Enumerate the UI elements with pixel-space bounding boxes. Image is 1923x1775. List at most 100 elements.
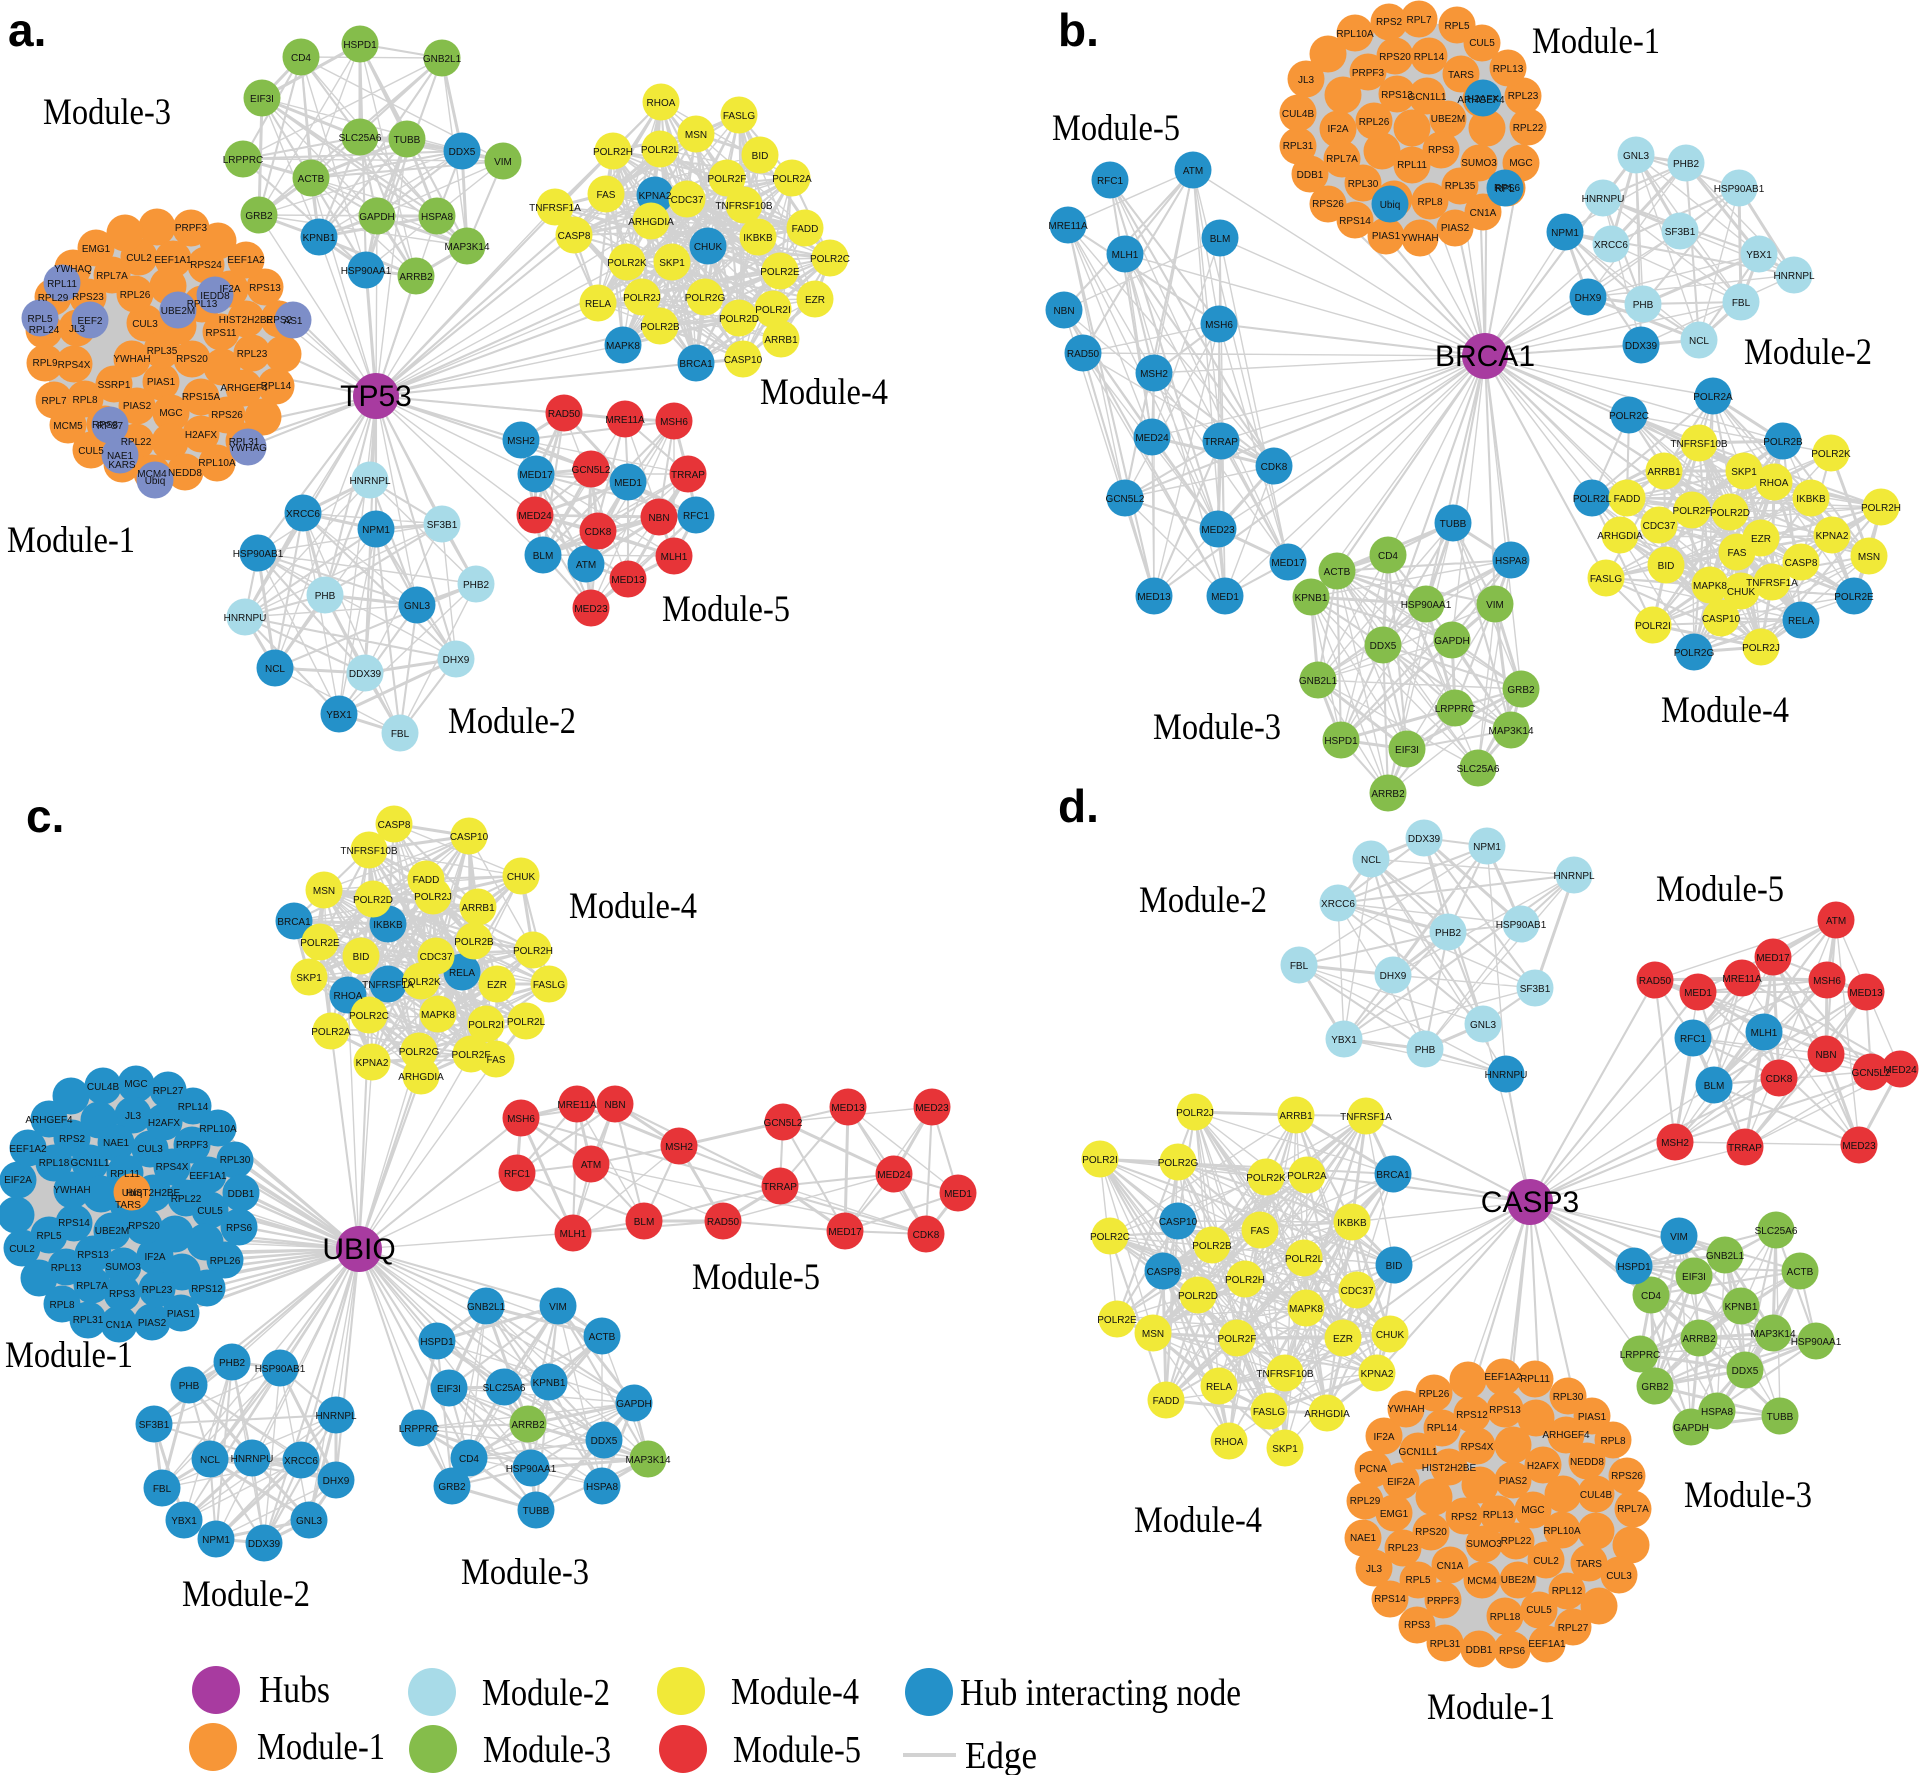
- svg-text:POLR2B: POLR2B: [1192, 1241, 1232, 1252]
- svg-text:RPL7A: RPL7A: [1617, 1504, 1649, 1515]
- svg-text:FAS: FAS: [487, 1055, 506, 1066]
- svg-text:BRCA1: BRCA1: [277, 917, 311, 928]
- svg-text:GRB2: GRB2: [1507, 685, 1535, 696]
- svg-text:RELA: RELA: [449, 968, 475, 979]
- svg-text:EEF1A1: EEF1A1: [1528, 1639, 1566, 1650]
- svg-text:FBL: FBL: [391, 729, 410, 740]
- svg-text:DDB1: DDB1: [228, 1189, 255, 1200]
- svg-text:RPL7: RPL7: [1406, 15, 1431, 26]
- svg-text:EIF3I: EIF3I: [1395, 745, 1419, 756]
- svg-text:TNFRSF10B: TNFRSF10B: [1670, 439, 1728, 450]
- svg-text:PHB: PHB: [315, 591, 336, 602]
- svg-text:KPNA2: KPNA2: [1361, 1369, 1394, 1380]
- svg-text:MRE11A: MRE11A: [1722, 974, 1762, 985]
- svg-text:GAPDH: GAPDH: [616, 1399, 652, 1410]
- svg-text:BRCA1: BRCA1: [679, 359, 713, 370]
- svg-text:UBE2M: UBE2M: [1431, 114, 1465, 125]
- svg-text:RFC1: RFC1: [1680, 1034, 1707, 1045]
- svg-text:TRRAP: TRRAP: [1728, 1143, 1762, 1154]
- svg-text:SF3B1: SF3B1: [1520, 984, 1551, 995]
- svg-text:NPM1: NPM1: [202, 1535, 230, 1546]
- svg-text:POLR2L: POLR2L: [1285, 1254, 1324, 1265]
- svg-text:POLR2J: POLR2J: [623, 293, 661, 304]
- svg-text:YWHAH: YWHAH: [53, 1185, 90, 1196]
- svg-text:TUBB: TUBB: [523, 1506, 550, 1517]
- svg-text:BLM: BLM: [634, 1217, 655, 1228]
- svg-text:CD4: CD4: [291, 53, 311, 64]
- svg-text:XRCC6: XRCC6: [284, 1456, 318, 1467]
- svg-text:SSRP1: SSRP1: [98, 380, 131, 391]
- svg-text:CUL3: CUL3: [1606, 1571, 1632, 1582]
- svg-text:RPS2: RPS2: [1376, 17, 1403, 28]
- svg-text:Module-2: Module-2: [182, 1574, 310, 1615]
- svg-text:RPL13: RPL13: [1483, 1510, 1514, 1521]
- svg-text:MED23: MED23: [574, 604, 608, 615]
- svg-text:RPL26: RPL26: [210, 1256, 241, 1267]
- svg-text:KPNB1: KPNB1: [533, 1378, 566, 1389]
- svg-text:YWHAG: YWHAG: [229, 443, 267, 454]
- svg-text:H2AFX: H2AFX: [1467, 94, 1500, 105]
- svg-text:FASLG: FASLG: [1590, 574, 1622, 585]
- svg-text:RPL27: RPL27: [153, 1086, 184, 1097]
- svg-text:FADD: FADD: [1153, 1396, 1180, 1407]
- svg-text:NCL: NCL: [265, 664, 285, 675]
- svg-text:Hub interacting node: Hub interacting node: [960, 1672, 1241, 1714]
- svg-text:POLR2F: POLR2F: [1673, 506, 1712, 517]
- svg-text:FBL: FBL: [153, 1484, 172, 1495]
- svg-text:IF2A: IF2A: [219, 284, 240, 295]
- svg-text:POLR2B: POLR2B: [640, 322, 680, 333]
- svg-text:POLR2G: POLR2G: [1674, 648, 1715, 659]
- svg-text:DHX9: DHX9: [323, 1476, 350, 1487]
- svg-text:CUL4B: CUL4B: [87, 1082, 120, 1093]
- svg-text:ARHGDIA: ARHGDIA: [1597, 531, 1643, 542]
- svg-text:DDX39: DDX39: [248, 1539, 281, 1550]
- svg-text:NBN: NBN: [648, 513, 669, 524]
- svg-text:RPL11: RPL11: [1397, 160, 1427, 171]
- svg-text:MED1: MED1: [614, 478, 642, 489]
- svg-text:GRB2: GRB2: [438, 1482, 466, 1493]
- svg-text:POLR2B: POLR2B: [454, 937, 494, 948]
- svg-text:FADD: FADD: [1614, 494, 1641, 505]
- svg-text:ARRB1: ARRB1: [1647, 467, 1681, 478]
- svg-text:CUL4B: CUL4B: [1580, 1490, 1613, 1501]
- svg-text:RPS6: RPS6: [1499, 1646, 1526, 1657]
- svg-text:MGC: MGC: [1509, 158, 1532, 169]
- svg-text:GCN5L2: GCN5L2: [572, 465, 611, 476]
- svg-text:SUMO3: SUMO3: [105, 1262, 141, 1273]
- svg-text:RPL9: RPL9: [32, 358, 57, 369]
- svg-text:HSP90AB1: HSP90AB1: [1496, 920, 1547, 931]
- svg-text:EMG1: EMG1: [82, 244, 111, 255]
- svg-text:RPS12: RPS12: [191, 1284, 223, 1295]
- svg-text:POLR2A: POLR2A: [311, 1027, 351, 1038]
- svg-text:NCL: NCL: [1689, 336, 1709, 347]
- svg-text:ACTB: ACTB: [1787, 1267, 1814, 1278]
- svg-text:EEF2: EEF2: [77, 316, 102, 327]
- svg-text:MAPK8: MAPK8: [421, 1010, 455, 1021]
- svg-text:RPL31: RPL31: [229, 437, 260, 448]
- svg-text:NEDD8: NEDD8: [1570, 1457, 1604, 1468]
- svg-text:CASP10: CASP10: [724, 355, 763, 366]
- svg-text:SLC25A6: SLC25A6: [339, 133, 382, 144]
- svg-text:HNRNPU: HNRNPU: [231, 1454, 274, 1465]
- svg-text:POLR2G: POLR2G: [685, 293, 726, 304]
- svg-text:UBE2M: UBE2M: [161, 306, 195, 317]
- svg-text:POLR2I: POLR2I: [468, 1020, 504, 1031]
- svg-text:POLR2D: POLR2D: [1178, 1291, 1218, 1302]
- svg-text:EIF3I: EIF3I: [437, 1384, 461, 1395]
- svg-text:CUL3: CUL3: [132, 319, 158, 330]
- svg-text:CN1A: CN1A: [1437, 1561, 1464, 1572]
- svg-text:EIF3I: EIF3I: [1682, 1272, 1706, 1283]
- svg-text:POLR2L: POLR2L: [641, 145, 680, 156]
- svg-text:RELA: RELA: [585, 299, 611, 310]
- svg-text:Ubiq: Ubiq: [1380, 200, 1401, 211]
- svg-text:ARHGEF4: ARHGEF4: [1542, 1430, 1590, 1441]
- svg-text:BID: BID: [1658, 561, 1675, 572]
- svg-text:YWHAH: YWHAH: [113, 354, 150, 365]
- svg-text:XRCC6: XRCC6: [1594, 240, 1628, 251]
- svg-text:RPL14: RPL14: [178, 1102, 209, 1113]
- svg-text:KPNA2: KPNA2: [356, 1058, 389, 1069]
- svg-text:RPL10A: RPL10A: [1336, 29, 1374, 40]
- svg-text:RPL10A: RPL10A: [1543, 1526, 1581, 1537]
- svg-text:GNB2L1: GNB2L1: [1706, 1251, 1745, 1262]
- svg-text:SF3B1: SF3B1: [427, 520, 458, 531]
